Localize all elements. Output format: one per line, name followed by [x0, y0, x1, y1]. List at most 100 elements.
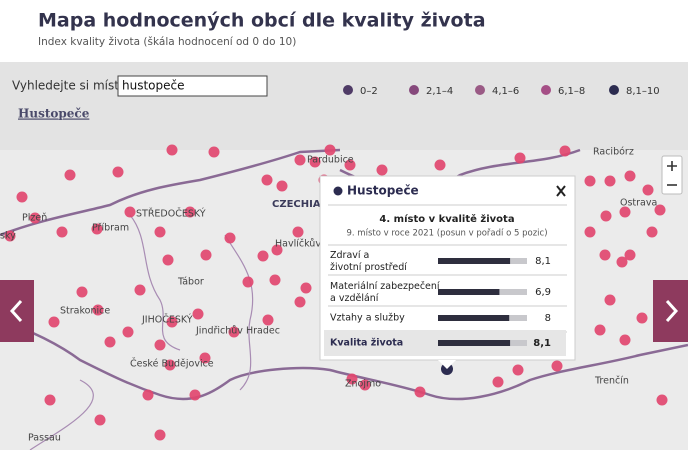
map-label: Znojmo [345, 379, 381, 390]
map-label: Trenčín [594, 376, 629, 387]
place-dot [200, 249, 212, 261]
place-dots [4, 144, 668, 441]
row-value: 8,1 [535, 256, 551, 267]
legend-label: 0–2 [360, 86, 378, 97]
map-label: České Budějovice [130, 358, 214, 370]
popup-note: 9. místo v roce 2021 (posun v pořadí o 5… [346, 229, 547, 239]
selected-link[interactable]: Hustopeče [18, 107, 90, 121]
place-dot [309, 156, 321, 168]
search-input[interactable] [117, 75, 268, 97]
place-dot [584, 175, 596, 187]
row-value: 6,9 [535, 287, 551, 298]
map-label: Tábor [177, 277, 204, 288]
place-dot [294, 154, 306, 166]
place-dot [92, 304, 104, 316]
place-dot [242, 276, 254, 288]
region-border [29, 214, 254, 451]
legend-label: 4,1–6 [492, 86, 519, 97]
place-dot [154, 429, 166, 441]
popup-bg [319, 175, 576, 361]
place-dot [624, 170, 636, 182]
place-dot [208, 146, 220, 158]
place-dot [642, 184, 654, 196]
next-icon [665, 299, 679, 323]
place-dot [414, 386, 426, 398]
search-value[interactable]: hustopeče [122, 79, 185, 93]
place-dot [224, 232, 236, 244]
place-dot [559, 145, 571, 157]
map-label: Jindřichův Hradec [195, 326, 280, 337]
popup-rank: 4. místo v kvalitě života [379, 213, 514, 225]
place-dot [142, 389, 154, 401]
place-dot [646, 226, 658, 238]
place-dot [271, 244, 283, 256]
place-dot [166, 144, 178, 156]
place-dot [76, 286, 88, 298]
place-dot [594, 324, 606, 336]
bar [438, 340, 511, 346]
place-dot [492, 376, 504, 388]
place-dot [44, 394, 56, 406]
place-dot [199, 352, 211, 364]
place-dot [292, 226, 304, 238]
popup-title: Hustopeče [347, 184, 419, 198]
place-dot [122, 326, 134, 338]
place-dot [636, 312, 648, 324]
zoom-in[interactable] [667, 161, 677, 171]
map-label: Passau [28, 433, 61, 444]
map-label: Strakonice [60, 306, 110, 317]
map-label: CZECHIA [272, 199, 321, 210]
place-dot [64, 169, 76, 181]
place-dot [184, 206, 196, 218]
map-label: Pardubice [307, 155, 354, 166]
place-dot [104, 336, 116, 348]
legend-label: 2,1–4 [426, 86, 453, 97]
row-label: Materiální zabezpečení a vzdělání [330, 281, 440, 304]
header-bg [0, 0, 688, 62]
place-dot [344, 159, 356, 171]
popup-close[interactable] [556, 185, 566, 197]
row-label: Kvalita života [330, 338, 403, 349]
bar [438, 315, 510, 321]
place-dot [359, 379, 371, 391]
place-dot [154, 339, 166, 351]
place-dot [654, 204, 666, 216]
place-dot [604, 294, 616, 306]
place-dot [261, 174, 273, 186]
place-dot [164, 359, 176, 371]
place-dot [624, 249, 636, 261]
place-dot [269, 274, 281, 286]
prev-arrow[interactable] [0, 280, 34, 342]
place-dot [48, 316, 60, 328]
map-label: Plzeň [22, 213, 47, 224]
map-label: ský [0, 231, 16, 242]
place-dot [656, 394, 668, 406]
place-dot [604, 175, 616, 187]
place-dot [619, 206, 631, 218]
next-arrow[interactable] [653, 280, 688, 342]
legend-label: 8,1–10 [626, 86, 660, 97]
map-label: STŘEDOČESKÝ [136, 208, 206, 220]
place-dot [189, 389, 201, 401]
place-dot [512, 364, 524, 376]
row-label: Zdraví a životní prostředí [330, 250, 407, 273]
place-dot [376, 164, 388, 176]
popup-dot [333, 186, 343, 196]
place-dot [276, 180, 288, 192]
place-dot [434, 159, 446, 171]
bar [438, 258, 511, 264]
place-dot [124, 206, 136, 218]
place-dot [91, 223, 103, 235]
place-dot [262, 314, 274, 326]
place-dot [29, 212, 41, 224]
place-dot [16, 191, 28, 203]
place-dot [154, 226, 166, 238]
place-dot [228, 326, 240, 338]
map-label: JIHOČESKÝ [141, 314, 193, 326]
place-dot [600, 210, 612, 222]
place-dot [94, 414, 106, 426]
place-dot [599, 249, 611, 261]
